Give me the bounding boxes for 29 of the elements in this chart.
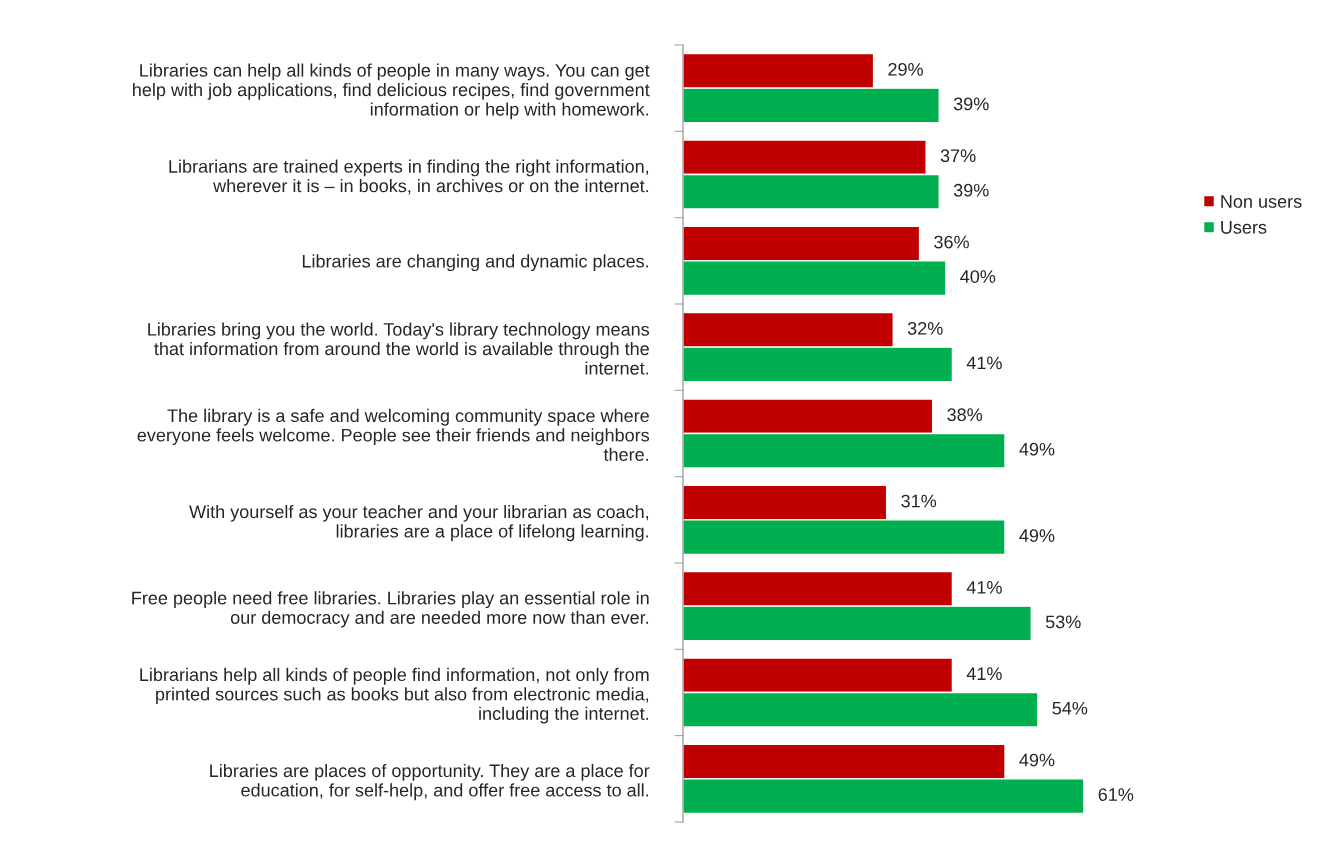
legend-label: Non users <box>1221 195 1302 208</box>
data-label: 29% <box>888 62 923 76</box>
legend-label: Users <box>1221 221 1267 234</box>
data-label: 36% <box>934 235 969 249</box>
y-tick-label: The library is a safe and welcoming community space where everyone feels welcome. People see their friends and neighbors there. <box>137 408 650 461</box>
y-tick-label: Librarians help all kinds of people find information, not only from printed sources such as books but also from electronic media, including the internet. <box>140 667 649 724</box>
data-label: 54% <box>1052 701 1088 715</box>
y-tick-label: Libraries can help all kinds of people in many ways. You can get help with job applications, find delicious recipes, find government information or help with homework. <box>133 63 650 120</box>
y-tick-label: With yourself as your teacher and your librarian as coach, libraries are a place of lifelong learning. <box>189 504 649 542</box>
data-label: 39% <box>953 97 989 111</box>
y-tick-label: Libraries are changing and dynamic places. <box>302 254 649 272</box>
y-tick-label: Librarians are trained experts in finding the right information, wherever it is – in books, in archives or on the internet. <box>169 159 649 195</box>
data-label: 41% <box>966 667 1002 681</box>
data-label: 37% <box>940 149 976 163</box>
data-label: 41% <box>966 356 1002 370</box>
data-label: 39% <box>953 183 989 197</box>
data-label: 41% <box>966 581 1002 594</box>
y-tick-label: Libraries are places of opportunity. They are a place for education, for self-help, and offer free access to all. <box>210 763 650 801</box>
data-label: 53% <box>1045 615 1081 629</box>
data-label: 40% <box>960 270 996 283</box>
data-label: 38% <box>947 408 983 422</box>
data-label: 61% <box>1098 788 1134 801</box>
data-label: 49% <box>1019 753 1055 767</box>
data-label: 32% <box>907 321 943 335</box>
y-tick-label: Libraries bring you the world. Today's library technology means that information from around the world is available through the internet. <box>148 322 650 375</box>
data-label: 31% <box>901 494 937 508</box>
data-label: 49% <box>1019 442 1055 456</box>
y-tick-label: Free people need free libraries. Libraries play an essential role in our democracy and are needed more now than ever. <box>132 591 649 628</box>
data-label: 49% <box>1019 529 1055 542</box>
